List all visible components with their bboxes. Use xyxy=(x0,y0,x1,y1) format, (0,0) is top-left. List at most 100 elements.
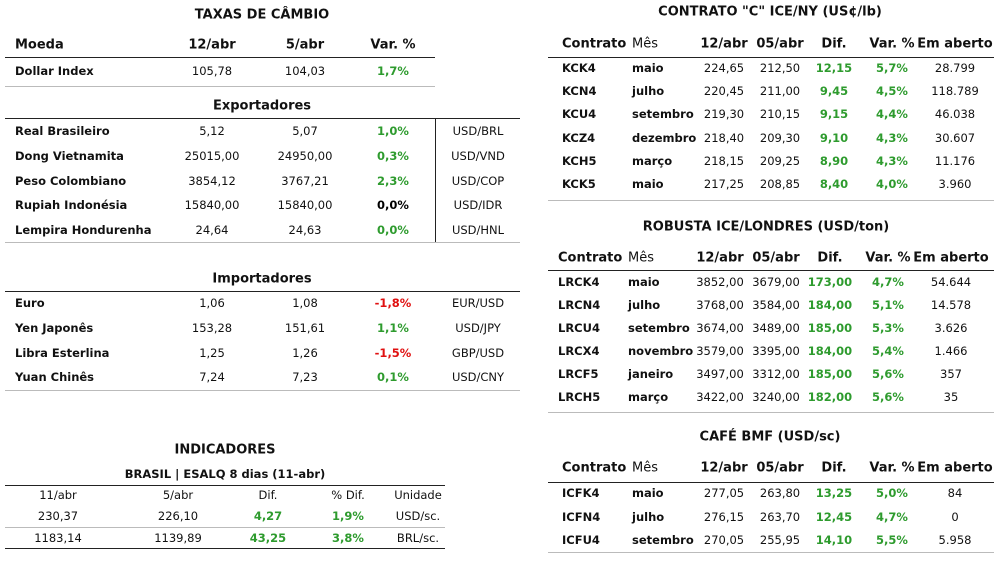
cell: 54.644 xyxy=(930,275,972,289)
header-cell: Var. % xyxy=(869,36,915,52)
cell: 182,00 xyxy=(807,390,853,404)
cell: julho xyxy=(632,509,665,524)
cell: 24,64 xyxy=(195,223,229,238)
cell: 3312,00 xyxy=(752,367,800,381)
header-cell: Dif. xyxy=(817,250,843,266)
row-label: KCN4 xyxy=(562,84,597,99)
row-label: Libra Esterlina xyxy=(15,345,110,360)
cell: 263,70 xyxy=(759,509,801,524)
cell: 210,15 xyxy=(759,107,801,122)
cell: maio xyxy=(632,486,664,500)
cell: 1139,89 xyxy=(154,531,202,545)
cell: 5,0% xyxy=(876,486,908,500)
cell: 4,7% xyxy=(876,509,908,524)
cell: USD/COP xyxy=(451,173,505,188)
row-label: Yuan Chinês xyxy=(15,370,95,385)
cell: 209,25 xyxy=(759,153,801,168)
cell: 270,05 xyxy=(703,533,745,547)
cell: 35 xyxy=(943,390,959,404)
cell: 230,37 xyxy=(37,509,79,523)
cell: setembro xyxy=(632,107,694,122)
cell: 3584,00 xyxy=(752,298,800,312)
cell: BRL/sc. xyxy=(396,531,440,545)
header-cell: Var. % xyxy=(865,250,911,266)
cell: 14,10 xyxy=(815,533,853,547)
cell: 224,65 xyxy=(703,61,745,75)
cell: 24950,00 xyxy=(277,148,333,163)
cell: 12,15 xyxy=(815,61,853,75)
cell: março xyxy=(628,390,669,404)
cell: 4,5% xyxy=(876,84,908,99)
row-label: LRCN4 xyxy=(558,298,601,312)
row-label: KCZ4 xyxy=(562,130,596,145)
cell: 7,24 xyxy=(199,370,225,385)
row-label: Peso Colombiano xyxy=(15,173,127,188)
cell: 3674,00 xyxy=(696,321,744,335)
cell: 5,1% xyxy=(872,298,904,312)
cell: 184,00 xyxy=(807,298,853,312)
header-cell: Contrato xyxy=(562,460,627,476)
row-label: KCK4 xyxy=(562,61,596,75)
cell: janeiro xyxy=(628,367,674,381)
header-cell: Unidade xyxy=(394,488,442,502)
cell: 4,7% xyxy=(872,275,904,289)
row-label: Rupiah Indonésia xyxy=(15,198,128,213)
header-cell: 5/abr xyxy=(285,37,325,53)
cell: 105,78 xyxy=(191,64,233,78)
cell: 5,6% xyxy=(872,367,904,381)
cell: setembro xyxy=(628,321,690,335)
header-cell: Em aberto xyxy=(917,460,993,476)
section-title: Importadores xyxy=(212,271,312,287)
row-label: ICFK4 xyxy=(562,486,600,500)
cell: 28.799 xyxy=(934,61,976,75)
cell: 3497,00 xyxy=(696,367,744,381)
rule xyxy=(548,552,994,553)
cell: -1,5% xyxy=(374,345,412,360)
cell: 9,45 xyxy=(819,84,849,99)
cell: julho xyxy=(632,84,665,99)
cell: 0,1% xyxy=(377,370,409,385)
cell: 3679,00 xyxy=(752,275,800,289)
cell: 5,5% xyxy=(876,533,908,547)
cell: 173,00 xyxy=(807,275,853,289)
cell: 1183,14 xyxy=(34,531,82,545)
rule xyxy=(5,485,445,486)
cell: 209,30 xyxy=(759,130,801,145)
cell: 4,4% xyxy=(876,107,908,122)
cell: 1.466 xyxy=(934,344,968,358)
cell: 263,80 xyxy=(759,486,801,500)
header-cell: 05/abr xyxy=(756,36,804,52)
rule xyxy=(5,118,520,119)
row-label: ICFU4 xyxy=(562,533,600,547)
header-cell: 05/abr xyxy=(752,250,800,266)
cell: 5,3% xyxy=(872,321,904,335)
header-cell: Mês xyxy=(632,36,658,52)
cell: 15840,00 xyxy=(277,198,333,213)
rule xyxy=(5,242,520,243)
row-label: Yen Japonês xyxy=(15,320,94,335)
header-cell: Var. % xyxy=(370,37,416,53)
cell: 277,05 xyxy=(703,486,745,500)
cell: 3768,00 xyxy=(696,298,744,312)
cell: dezembro xyxy=(632,130,697,145)
cell: 357 xyxy=(940,367,962,381)
header-cell: % Dif. xyxy=(331,488,365,502)
cell: 211,00 xyxy=(759,84,801,99)
row-label: LRCH5 xyxy=(558,390,601,404)
header-cell: 11/abr xyxy=(39,488,77,502)
cell: março xyxy=(632,153,673,168)
header-cell: Moeda xyxy=(15,37,64,53)
cell: -1,8% xyxy=(374,296,412,310)
cell: GBP/USD xyxy=(451,345,505,360)
cell: USD/HNL xyxy=(451,223,505,238)
header-cell: Contrato xyxy=(562,36,627,52)
cell: 5,7% xyxy=(876,61,908,75)
title: ROBUSTA ICE/LONDRES (USD/ton) xyxy=(642,219,890,235)
header-cell: Var. % xyxy=(869,460,915,476)
header-cell: Contrato xyxy=(558,250,623,266)
section-title: Exportadores xyxy=(212,98,312,114)
rule xyxy=(548,412,994,413)
cell: 84 xyxy=(947,486,963,500)
cell: 212,50 xyxy=(759,61,801,75)
cell: 4,0% xyxy=(876,177,908,191)
